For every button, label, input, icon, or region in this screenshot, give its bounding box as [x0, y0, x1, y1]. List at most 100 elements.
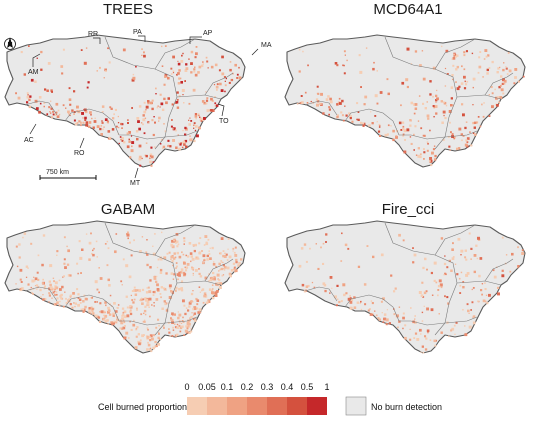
burn-cell — [349, 297, 352, 300]
map-panel-fire-cci — [284, 220, 526, 354]
burn-cell — [444, 296, 446, 298]
legend-tick-label: 0.05 — [198, 382, 216, 392]
burn-cell — [216, 89, 218, 91]
burn-cell — [137, 333, 140, 336]
burn-cell — [163, 256, 167, 260]
burn-cell — [472, 121, 475, 125]
burn-cell — [44, 298, 47, 301]
burn-cell — [201, 250, 203, 252]
burn-cell — [171, 244, 173, 246]
burn-cell — [144, 313, 147, 316]
legend-swatch — [307, 397, 327, 415]
burn-cell — [121, 317, 124, 321]
burn-cell — [456, 87, 460, 91]
burn-cell — [385, 323, 388, 326]
burn-cell — [221, 261, 223, 263]
burn-cell — [423, 291, 427, 295]
burn-cell — [194, 269, 198, 272]
burn-cell — [145, 109, 147, 111]
burn-cell — [402, 127, 405, 131]
burn-cell — [107, 47, 109, 50]
burn-cell — [421, 311, 424, 314]
burn-cell — [142, 298, 145, 301]
burn-cell — [431, 151, 434, 155]
burn-cell — [370, 300, 373, 302]
burn-cell — [410, 101, 414, 105]
burn-cell — [225, 77, 227, 80]
burn-cell — [118, 126, 120, 129]
burn-cell — [219, 268, 221, 271]
burn-cell — [494, 88, 496, 91]
burn-cell — [358, 54, 361, 57]
burn-cell — [144, 319, 146, 321]
burn-cell — [212, 288, 214, 290]
burn-cell — [41, 263, 44, 267]
burn-cell — [466, 303, 469, 306]
burn-cell — [178, 274, 181, 277]
burn-cell — [437, 294, 439, 297]
burn-cell — [491, 60, 494, 64]
burn-cell — [114, 250, 117, 253]
burn-cell — [108, 284, 111, 287]
burn-cell — [130, 328, 133, 331]
burn-cell — [466, 137, 470, 140]
burn-cell — [155, 93, 157, 95]
burn-cell — [90, 306, 93, 309]
burn-cell — [194, 56, 197, 59]
burn-cell — [164, 302, 167, 306]
burn-cell — [194, 307, 197, 310]
burn-cell — [222, 274, 225, 276]
burn-cell — [506, 73, 509, 75]
burn-cell — [167, 139, 170, 142]
legend-no-data-swatch — [345, 396, 367, 416]
burn-cell — [184, 127, 188, 131]
legend-tick-label: 0 — [184, 382, 189, 392]
burn-cell — [155, 87, 157, 90]
burn-cell — [230, 269, 234, 272]
burn-cell — [84, 116, 87, 120]
burn-cell — [111, 323, 114, 326]
burn-cell — [220, 260, 223, 262]
burn-cell — [430, 271, 433, 275]
burn-cell — [453, 324, 456, 327]
burn-cell — [149, 339, 152, 342]
burn-cell — [402, 133, 405, 136]
burn-cell — [122, 319, 125, 322]
burn-cell — [214, 102, 217, 105]
burn-cell — [189, 317, 191, 319]
burn-cell — [470, 258, 472, 260]
burn-cell — [153, 275, 155, 278]
burn-cell — [58, 113, 61, 116]
burn-cell — [240, 258, 243, 261]
burn-cell — [127, 231, 129, 234]
burn-cell — [104, 301, 107, 304]
burn-cell — [66, 245, 68, 248]
burn-cell — [76, 110, 78, 112]
burn-cell — [147, 303, 150, 306]
burn-cell — [163, 287, 167, 291]
legend-tick-label: 0.4 — [281, 382, 294, 392]
burn-cell — [76, 262, 79, 265]
burn-cell — [184, 126, 187, 130]
burn-cell — [456, 273, 459, 276]
burn-cell — [106, 240, 109, 243]
burn-cell — [129, 310, 132, 313]
burn-cell — [410, 307, 412, 309]
burn-cell — [64, 266, 67, 269]
burn-cell — [460, 133, 463, 136]
burn-cell — [49, 112, 52, 114]
burn-cell — [433, 145, 436, 147]
burn-cell — [172, 127, 176, 131]
burn-cell — [188, 119, 190, 121]
burn-cell — [484, 288, 487, 291]
burn-cell — [71, 109, 74, 112]
burn-cell — [198, 242, 201, 245]
burn-cell — [76, 122, 79, 124]
burn-cell — [136, 309, 138, 311]
burn-cell — [477, 116, 480, 118]
burn-cell — [199, 311, 202, 314]
burn-cell — [69, 303, 72, 306]
burn-cell — [426, 141, 429, 143]
burn-cell — [62, 48, 65, 51]
burn-cell — [445, 49, 449, 53]
